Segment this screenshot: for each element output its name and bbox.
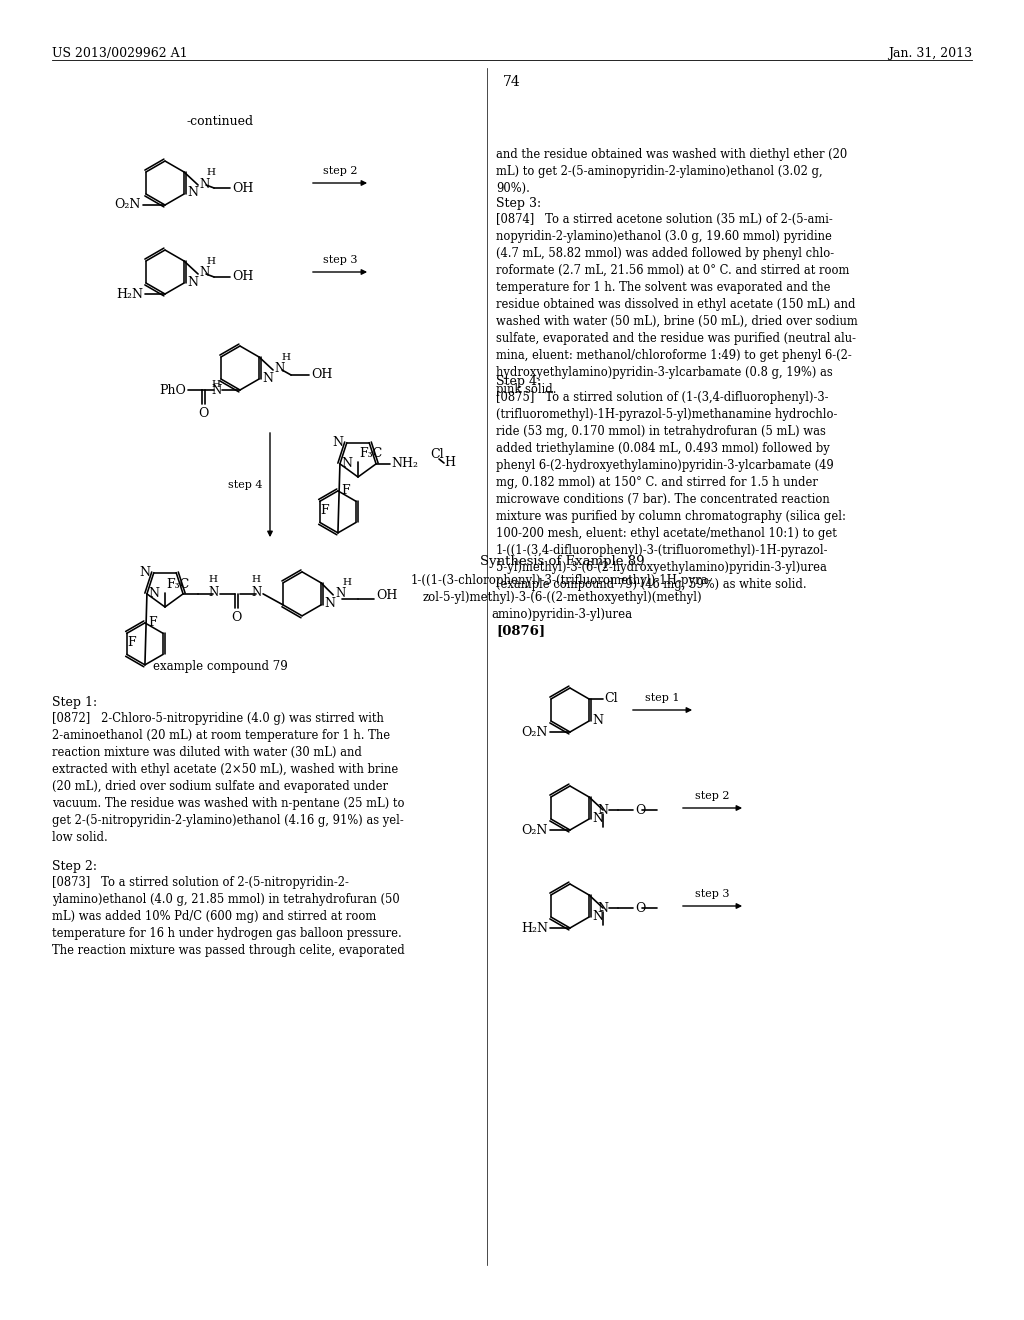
Text: H: H <box>206 168 215 177</box>
Text: 1-((1-(3-chlorophenyl)-3-(trifluoromethyl)-1H-pyra-
zol-5-yl)methyl)-3-(6-((2-me: 1-((1-(3-chlorophenyl)-3-(trifluoromethy… <box>411 574 713 620</box>
Text: and the residue obtained was washed with diethyl ether (20
mL) to get 2-(5-amino: and the residue obtained was washed with… <box>496 148 847 195</box>
Text: -continued: -continued <box>186 115 254 128</box>
Text: N: N <box>598 902 608 915</box>
Text: H: H <box>281 352 290 362</box>
Text: N: N <box>333 436 344 449</box>
Text: N: N <box>140 566 151 579</box>
Text: step 2: step 2 <box>695 791 730 801</box>
Text: 74: 74 <box>503 75 521 88</box>
Text: step 3: step 3 <box>695 888 730 899</box>
Text: Jan. 31, 2013: Jan. 31, 2013 <box>888 48 972 59</box>
Text: [0873]   To a stirred solution of 2-(5-nitropyridin-2-
ylamino)ethanol (4.0 g, 2: [0873] To a stirred solution of 2-(5-nit… <box>52 876 404 957</box>
Text: Synthesis of Example 89: Synthesis of Example 89 <box>479 554 644 568</box>
Text: US 2013/0029962 A1: US 2013/0029962 A1 <box>52 48 187 59</box>
Text: N: N <box>147 587 159 601</box>
Text: H: H <box>444 455 455 469</box>
Text: [0872]   2-Chloro-5-nitropyridine (4.0 g) was stirred with
2-aminoethanol (20 mL: [0872] 2-Chloro-5-nitropyridine (4.0 g) … <box>52 711 404 843</box>
Text: O₂N: O₂N <box>115 198 141 211</box>
Text: step 3: step 3 <box>323 255 357 265</box>
Text: [0876]: [0876] <box>496 624 545 638</box>
Text: PhO: PhO <box>159 384 186 396</box>
Text: N: N <box>335 587 345 601</box>
Text: N: N <box>592 909 603 923</box>
Text: OH: OH <box>232 271 253 284</box>
Text: Step 1:: Step 1: <box>52 696 97 709</box>
Text: example compound 79: example compound 79 <box>153 660 288 673</box>
Text: step 4: step 4 <box>227 480 262 490</box>
Text: step 1: step 1 <box>645 693 680 704</box>
Text: N: N <box>208 586 218 599</box>
Text: H₂N: H₂N <box>521 921 548 935</box>
Text: N: N <box>251 586 261 599</box>
Text: F: F <box>341 484 349 498</box>
Text: Step 3:: Step 3: <box>496 197 541 210</box>
Text: N: N <box>341 457 352 470</box>
Text: step 2: step 2 <box>323 166 357 176</box>
Text: N: N <box>325 598 335 610</box>
Text: F₃C: F₃C <box>359 447 382 459</box>
Text: NH₂: NH₂ <box>391 457 418 470</box>
Text: F₃C: F₃C <box>166 578 189 591</box>
Text: H: H <box>252 576 260 583</box>
Text: N: N <box>187 186 198 199</box>
Text: N: N <box>274 363 285 375</box>
Text: OH: OH <box>232 181 253 194</box>
Text: [0875]   To a stirred solution of (1-(3,4-difluorophenyl)-3-
(trifluoromethyl)-1: [0875] To a stirred solution of (1-(3,4-… <box>496 391 846 591</box>
Text: F: F <box>147 616 157 630</box>
Text: Step 4:: Step 4: <box>496 375 541 388</box>
Text: H: H <box>209 576 217 583</box>
Text: OH: OH <box>311 368 333 381</box>
Text: O: O <box>635 902 645 915</box>
Text: O: O <box>198 407 208 420</box>
Text: H: H <box>206 257 215 267</box>
Text: N: N <box>212 384 222 396</box>
Text: F: F <box>128 636 136 649</box>
Text: O₂N: O₂N <box>521 824 548 837</box>
Text: N: N <box>187 276 198 289</box>
Text: N: N <box>598 804 608 817</box>
Text: N: N <box>199 177 209 190</box>
Text: N: N <box>592 812 603 825</box>
Text: N: N <box>592 714 603 726</box>
Text: Step 2:: Step 2: <box>52 861 97 873</box>
Text: [0874]   To a stirred acetone solution (35 mL) of 2-(5-ami-
nopyridin-2-ylamino): [0874] To a stirred acetone solution (35… <box>496 213 858 396</box>
Text: Cl: Cl <box>430 449 443 462</box>
Text: N: N <box>262 371 273 384</box>
Text: Cl: Cl <box>604 693 617 705</box>
Text: O: O <box>635 804 645 817</box>
Text: N: N <box>199 267 209 280</box>
Text: O₂N: O₂N <box>521 726 548 738</box>
Text: H: H <box>211 380 220 389</box>
Text: O: O <box>230 611 242 624</box>
Text: OH: OH <box>376 589 397 602</box>
Text: H: H <box>342 578 351 587</box>
Text: F: F <box>321 504 330 517</box>
Text: H₂N: H₂N <box>116 288 143 301</box>
